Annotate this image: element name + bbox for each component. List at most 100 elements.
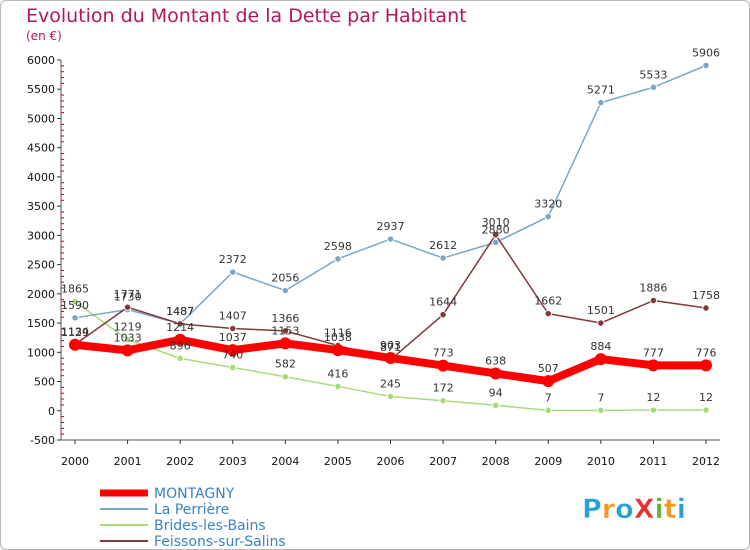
- data-label-brides-les-bains: 416: [327, 367, 348, 380]
- series-layer: [69, 61, 712, 415]
- data-point-montagny: [594, 353, 607, 366]
- data-point-la-perriere: [702, 61, 710, 70]
- data-label-brides-les-bains: 740: [222, 349, 243, 362]
- data-label-la-perriere: 5533: [639, 68, 667, 81]
- data-label-brides-les-bains: 896: [170, 339, 191, 352]
- x-tick-label: 2001: [114, 455, 142, 468]
- data-label-la-perriere: 2598: [324, 240, 352, 253]
- data-point-montagny: [121, 344, 134, 357]
- data-point-montagny: [647, 359, 660, 372]
- data-label-feissons-sur-salins: 1487: [166, 305, 194, 318]
- data-labels: 1129 1033 1214 1037 1153 1038 903 773 638 507 884 7…: [61, 46, 720, 404]
- data-label-brides-les-bains: 1219: [114, 321, 142, 334]
- data-label-la-perriere: 2880: [482, 223, 510, 236]
- data-label-montagny: 1037: [219, 331, 247, 344]
- data-label-feissons-sur-salins: 1366: [271, 312, 299, 325]
- data-point-feissons-sur-salins: [281, 327, 289, 335]
- logo-letter: i: [655, 494, 664, 525]
- data-point-la-perriere: [439, 254, 447, 262]
- data-label-la-perriere: 2056: [271, 272, 299, 285]
- series-line-la-perriere: [74, 64, 707, 325]
- data-point-brides-les-bains: [439, 397, 447, 405]
- y-tick-label: 0: [48, 405, 55, 418]
- data-label-feissons-sur-salins: 1501: [587, 304, 615, 317]
- data-label-feissons-sur-salins: 1644: [429, 296, 457, 309]
- logo-letter: t: [664, 494, 677, 525]
- y-tick-label: 3000: [27, 229, 55, 242]
- data-label-brides-les-bains: 7: [597, 391, 604, 404]
- data-point-la-perriere: [649, 83, 658, 91]
- data-label-montagny: 1214: [166, 321, 194, 334]
- data-label-feissons-sur-salins: 1134: [61, 325, 89, 338]
- data-label-brides-les-bains: 1865: [61, 283, 89, 296]
- data-point-brides-les-bains: [123, 335, 132, 344]
- data-point-montagny: [700, 359, 712, 372]
- chart-subtitle: (en €): [26, 29, 62, 43]
- y-tick-label: 2500: [27, 259, 55, 272]
- y-tick-label: 3500: [27, 200, 55, 213]
- data-point-brides-les-bains: [71, 298, 79, 306]
- logo-text: ProXiti: [582, 494, 686, 525]
- y-tick-label: 1500: [27, 317, 55, 330]
- data-point-brides-les-bains: [492, 401, 500, 409]
- x-tick-label: 2002: [166, 455, 194, 468]
- series-la-perriere: [71, 61, 710, 328]
- data-label-brides-les-bains: 12: [646, 391, 660, 404]
- x-tick-label: 2007: [429, 455, 457, 468]
- data-label-la-perriere: 2372: [219, 253, 247, 266]
- y-minor-ticks: [61, 65, 64, 435]
- x-tick-label: 2000: [61, 455, 89, 468]
- data-point-feissons-sur-salins: [123, 303, 132, 311]
- data-label-feissons-sur-salins: 1407: [219, 310, 247, 323]
- y-tick-label: 4000: [27, 171, 55, 184]
- data-label-montagny: 1129: [61, 326, 89, 339]
- data-label-feissons-sur-salins: 1662: [534, 295, 562, 308]
- x-tick-label: 2008: [482, 455, 510, 468]
- data-label-brides-les-bains: 582: [275, 358, 296, 371]
- data-point-feissons-sur-salins: [649, 296, 658, 305]
- data-label-brides-les-bains: 172: [433, 382, 454, 395]
- data-label-feissons-sur-salins: 1771: [114, 288, 142, 301]
- data-label-la-perriere: 3320: [534, 198, 562, 211]
- y-tick-label: 6000: [27, 54, 55, 67]
- data-label-montagny: 507: [538, 362, 559, 375]
- data-point-brides-les-bains: [334, 382, 342, 391]
- y-tick-label: -500: [30, 434, 55, 447]
- data-point-la-perriere: [492, 238, 500, 247]
- data-point-brides-les-bains: [229, 363, 237, 372]
- data-point-brides-les-bains: [702, 406, 710, 414]
- data-point-montagny: [226, 344, 239, 357]
- logo-letter: X: [634, 494, 655, 525]
- data-label-feissons-sur-salins: 3010: [482, 216, 510, 229]
- data-label-la-perriere: 5906: [692, 46, 720, 59]
- x-ticks: 2000 2001 2002 2003 2004 2005 2006 2007 2008 2009…: [61, 440, 720, 468]
- x-tick-label: 2005: [324, 455, 352, 468]
- data-label-brides-les-bains: 7: [545, 391, 552, 404]
- data-label-montagny: 884: [590, 340, 611, 353]
- logo-letter: i: [677, 494, 686, 525]
- data-label-brides-les-bains: 12: [699, 391, 713, 404]
- data-label-feissons-sur-salins: 871: [380, 341, 401, 354]
- data-label-montagny: 773: [433, 347, 454, 360]
- data-label-la-perriere: 1487: [166, 305, 194, 318]
- data-point-la-perriere: [229, 268, 237, 276]
- data-label-la-perriere: 2612: [429, 239, 457, 252]
- data-point-la-perriere: [334, 255, 342, 263]
- data-point-brides-les-bains: [386, 392, 395, 401]
- data-label-brides-les-bains: 245: [380, 377, 401, 390]
- x-tick-label: 2011: [639, 455, 667, 468]
- data-label-montagny: 777: [643, 346, 664, 359]
- x-tick-label: 2006: [377, 455, 405, 468]
- data-point-brides-les-bains: [597, 406, 605, 415]
- data-label-montagny: 1033: [114, 331, 142, 344]
- y-tick-label: 5500: [27, 83, 55, 96]
- data-point-la-perriere: [597, 98, 605, 107]
- data-label-montagny: 1153: [271, 324, 299, 337]
- data-point-brides-les-bains: [176, 354, 184, 363]
- data-point-la-perriere: [71, 314, 79, 322]
- data-label-la-perriere: 2937: [377, 220, 405, 233]
- y-tick-label: 1000: [27, 346, 55, 359]
- data-point-montagny: [279, 337, 292, 350]
